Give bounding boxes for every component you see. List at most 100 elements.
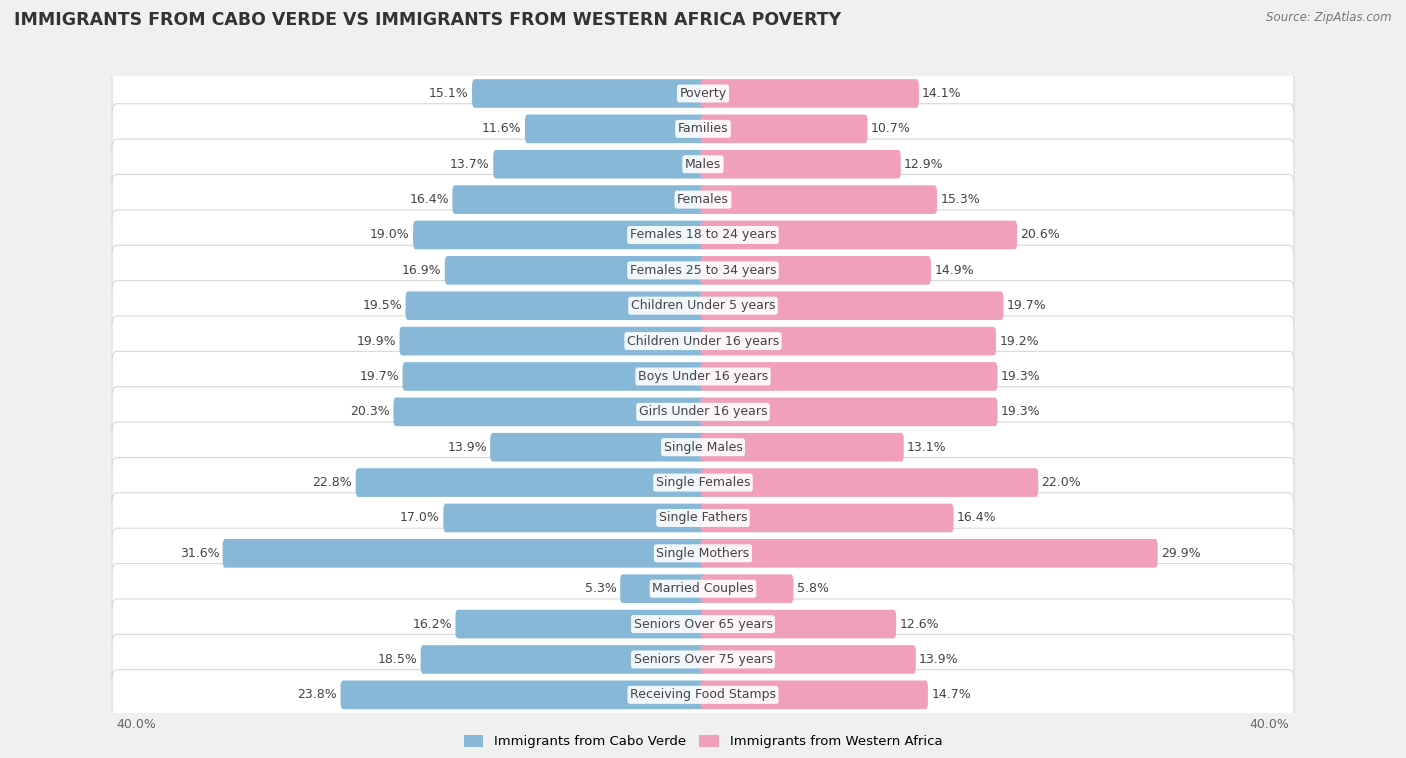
FancyBboxPatch shape — [112, 528, 1294, 578]
FancyBboxPatch shape — [394, 397, 706, 426]
FancyBboxPatch shape — [112, 316, 1294, 366]
Text: Single Mothers: Single Mothers — [657, 547, 749, 560]
Text: IMMIGRANTS FROM CABO VERDE VS IMMIGRANTS FROM WESTERN AFRICA POVERTY: IMMIGRANTS FROM CABO VERDE VS IMMIGRANTS… — [14, 11, 841, 30]
FancyBboxPatch shape — [700, 433, 904, 462]
FancyBboxPatch shape — [491, 433, 706, 462]
Text: 31.6%: 31.6% — [180, 547, 219, 560]
FancyBboxPatch shape — [443, 503, 706, 532]
FancyBboxPatch shape — [112, 139, 1294, 190]
FancyBboxPatch shape — [700, 327, 995, 356]
FancyBboxPatch shape — [112, 352, 1294, 402]
Text: 13.9%: 13.9% — [447, 440, 486, 454]
FancyBboxPatch shape — [112, 104, 1294, 154]
Text: 5.3%: 5.3% — [585, 582, 617, 595]
FancyBboxPatch shape — [700, 221, 1017, 249]
FancyBboxPatch shape — [112, 68, 1294, 118]
Text: 40.0%: 40.0% — [1250, 719, 1289, 731]
Text: Females 25 to 34 years: Females 25 to 34 years — [630, 264, 776, 277]
Text: 16.4%: 16.4% — [409, 193, 449, 206]
Text: 10.7%: 10.7% — [870, 122, 911, 136]
Text: Married Couples: Married Couples — [652, 582, 754, 595]
FancyBboxPatch shape — [112, 564, 1294, 614]
Text: 19.2%: 19.2% — [1000, 334, 1039, 348]
FancyBboxPatch shape — [399, 327, 706, 356]
Text: Boys Under 16 years: Boys Under 16 years — [638, 370, 768, 383]
FancyBboxPatch shape — [700, 681, 928, 709]
Text: Seniors Over 65 years: Seniors Over 65 years — [634, 618, 772, 631]
FancyBboxPatch shape — [112, 422, 1294, 472]
FancyBboxPatch shape — [112, 174, 1294, 224]
FancyBboxPatch shape — [356, 468, 706, 497]
FancyBboxPatch shape — [620, 575, 706, 603]
Text: 19.5%: 19.5% — [363, 299, 402, 312]
FancyBboxPatch shape — [420, 645, 706, 674]
Text: Children Under 5 years: Children Under 5 years — [631, 299, 775, 312]
FancyBboxPatch shape — [112, 210, 1294, 260]
FancyBboxPatch shape — [700, 468, 1038, 497]
FancyBboxPatch shape — [112, 387, 1294, 437]
Text: 29.9%: 29.9% — [1161, 547, 1201, 560]
FancyBboxPatch shape — [700, 397, 997, 426]
Text: 22.0%: 22.0% — [1042, 476, 1081, 489]
Text: Receiving Food Stamps: Receiving Food Stamps — [630, 688, 776, 701]
Text: Single Fathers: Single Fathers — [659, 512, 747, 525]
Text: 14.7%: 14.7% — [931, 688, 972, 701]
Text: 15.3%: 15.3% — [941, 193, 980, 206]
FancyBboxPatch shape — [112, 280, 1294, 330]
Legend: Immigrants from Cabo Verde, Immigrants from Western Africa: Immigrants from Cabo Verde, Immigrants f… — [458, 730, 948, 753]
Text: 15.1%: 15.1% — [429, 87, 468, 100]
FancyBboxPatch shape — [472, 79, 706, 108]
FancyBboxPatch shape — [700, 609, 896, 638]
Text: Poverty: Poverty — [679, 87, 727, 100]
Text: 22.8%: 22.8% — [312, 476, 353, 489]
Text: 19.0%: 19.0% — [370, 228, 409, 242]
Text: 19.7%: 19.7% — [360, 370, 399, 383]
Text: 20.3%: 20.3% — [350, 406, 389, 418]
FancyBboxPatch shape — [444, 256, 706, 285]
Text: 19.9%: 19.9% — [357, 334, 396, 348]
Text: 16.4%: 16.4% — [957, 512, 997, 525]
Text: 18.5%: 18.5% — [377, 653, 418, 666]
FancyBboxPatch shape — [700, 79, 920, 108]
Text: 5.8%: 5.8% — [797, 582, 828, 595]
Text: 14.1%: 14.1% — [922, 87, 962, 100]
FancyBboxPatch shape — [700, 114, 868, 143]
FancyBboxPatch shape — [402, 362, 706, 391]
FancyBboxPatch shape — [405, 291, 706, 320]
FancyBboxPatch shape — [112, 246, 1294, 296]
FancyBboxPatch shape — [112, 670, 1294, 720]
Text: 23.8%: 23.8% — [298, 688, 337, 701]
FancyBboxPatch shape — [456, 609, 706, 638]
Text: Single Females: Single Females — [655, 476, 751, 489]
FancyBboxPatch shape — [700, 539, 1157, 568]
Text: Girls Under 16 years: Girls Under 16 years — [638, 406, 768, 418]
Text: Females: Females — [678, 193, 728, 206]
Text: Families: Families — [678, 122, 728, 136]
FancyBboxPatch shape — [700, 645, 915, 674]
FancyBboxPatch shape — [700, 150, 901, 179]
FancyBboxPatch shape — [453, 185, 706, 214]
FancyBboxPatch shape — [112, 634, 1294, 684]
Text: 17.0%: 17.0% — [401, 512, 440, 525]
FancyBboxPatch shape — [700, 503, 953, 532]
FancyBboxPatch shape — [700, 575, 793, 603]
FancyBboxPatch shape — [524, 114, 706, 143]
Text: 20.6%: 20.6% — [1021, 228, 1060, 242]
FancyBboxPatch shape — [700, 291, 1004, 320]
Text: 40.0%: 40.0% — [117, 719, 156, 731]
FancyBboxPatch shape — [494, 150, 706, 179]
FancyBboxPatch shape — [340, 681, 706, 709]
FancyBboxPatch shape — [700, 362, 997, 391]
FancyBboxPatch shape — [112, 458, 1294, 508]
Text: 12.6%: 12.6% — [900, 618, 939, 631]
Text: 12.9%: 12.9% — [904, 158, 943, 171]
Text: Females 18 to 24 years: Females 18 to 24 years — [630, 228, 776, 242]
Text: 19.3%: 19.3% — [1001, 370, 1040, 383]
Text: Seniors Over 75 years: Seniors Over 75 years — [634, 653, 772, 666]
FancyBboxPatch shape — [222, 539, 706, 568]
Text: 14.9%: 14.9% — [934, 264, 974, 277]
Text: 16.2%: 16.2% — [412, 618, 453, 631]
FancyBboxPatch shape — [413, 221, 706, 249]
FancyBboxPatch shape — [112, 493, 1294, 543]
Text: Single Males: Single Males — [664, 440, 742, 454]
